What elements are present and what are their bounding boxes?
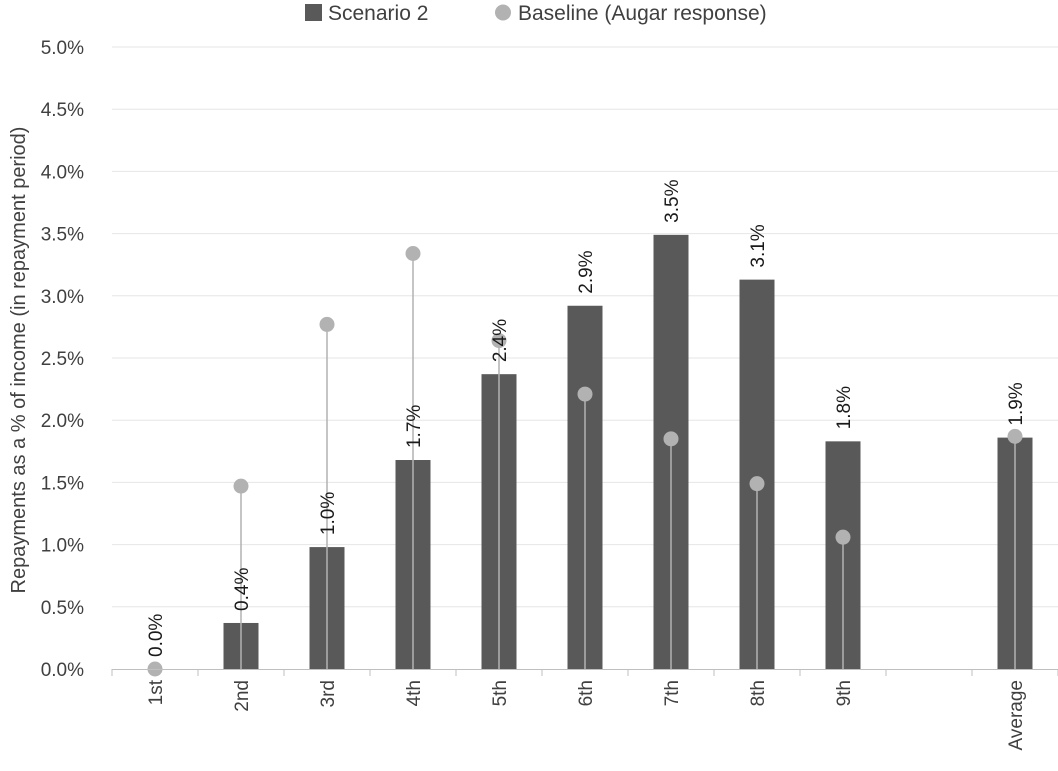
baseline-points [147, 246, 1023, 677]
x-tick-label: 8th [748, 680, 769, 706]
y-tick-label: 3.5% [41, 225, 84, 246]
x-tick-label: 5th [490, 680, 511, 706]
y-tick-label: 4.5% [41, 100, 84, 121]
data-label: 1.7% [404, 405, 425, 448]
data-label: 1.8% [834, 386, 855, 429]
x-tick-label: 1st [146, 679, 167, 705]
x-tick-label: Average [1006, 680, 1027, 750]
y-tick-label: 0.5% [41, 598, 84, 619]
data-label: 3.5% [662, 179, 683, 222]
baseline-point [1007, 428, 1023, 444]
legend-swatch-baseline [495, 4, 511, 21]
y-tick-label: 4.0% [41, 162, 84, 183]
x-tick-label: 4th [404, 680, 425, 706]
x-tick-label: 7th [662, 680, 683, 706]
y-tick-label: 1.5% [41, 473, 84, 494]
data-label: 1.0% [318, 492, 339, 535]
x-tick-label: 6th [576, 680, 597, 706]
legend-label-baseline: Baseline (Augar response) [518, 2, 767, 25]
y-tick-label: 2.0% [41, 411, 84, 432]
y-tick-label: 0.0% [41, 660, 84, 681]
x-tick-label: 9th [834, 680, 855, 706]
data-label: 0.4% [232, 568, 253, 611]
data-label: 2.9% [576, 250, 597, 293]
baseline-point [405, 246, 421, 262]
data-label: 0.0% [146, 614, 167, 657]
y-tick-label: 1.0% [41, 536, 84, 557]
baseline-point [491, 333, 507, 349]
y-axis-ticks: 0.0% 0.5% 1.0% 1.5% 2.0% 2.5% 3.0% 3.5% 4.0% 4.5%… [41, 38, 84, 681]
x-axis: 1st 2nd 3rd 4th 5th 6th 7th 8th 9th Average [111, 669, 1058, 750]
legend-swatch-scenario-2 [305, 4, 322, 21]
x-tick-label: 3rd [318, 680, 339, 707]
legend-label-scenario-2: Scenario 2 [328, 2, 428, 25]
baseline-point [577, 386, 593, 402]
bars [223, 234, 1033, 669]
y-tick-label: 5.0% [41, 38, 84, 59]
baseline-point [233, 478, 249, 494]
baseline-point [749, 476, 765, 492]
data-label: 2.4% [490, 319, 511, 362]
x-tick-label: 2nd [232, 680, 253, 712]
data-labels: 0.0% 0.4% 1.0% 1.7% 2.4% 2.9% 3.5% 3.1% 1.8% 1.9% [146, 179, 1027, 657]
y-tick-label: 3.0% [41, 287, 84, 308]
y-tick-label: 2.5% [41, 349, 84, 370]
data-label: 1.9% [1006, 382, 1027, 425]
baseline-point [835, 529, 851, 545]
data-label: 3.1% [748, 224, 769, 267]
baseline-stems [240, 253, 1016, 669]
y-axis-title: Repayments as a % of income (in repaymen… [8, 127, 30, 594]
legend: Scenario 2 Baseline (Augar response) [305, 2, 767, 25]
baseline-point [663, 431, 679, 447]
baseline-point [319, 316, 335, 332]
